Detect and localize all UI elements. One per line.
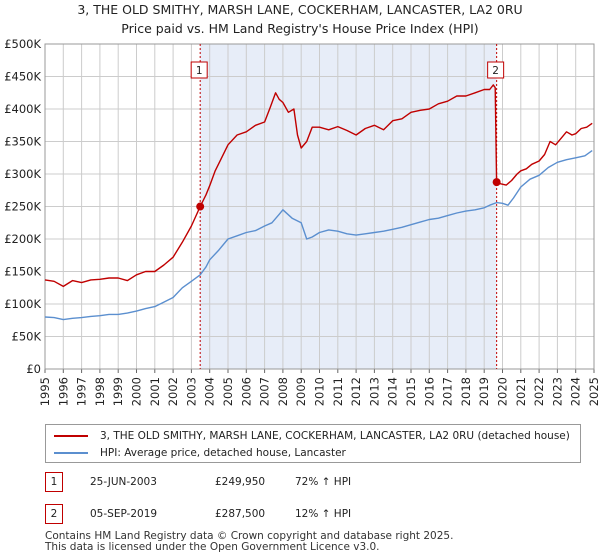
y-tick-label: £150K xyxy=(4,265,41,279)
y-tick-label: £300K xyxy=(4,167,41,181)
x-tick-label: 2005 xyxy=(221,377,235,406)
legend-label-property: 3, THE OLD SMITHY, MARSH LANE, COCKERHAM… xyxy=(100,430,570,442)
x-tick-label: 2015 xyxy=(404,377,418,406)
footer-line-2: This data is licensed under the Open Gov… xyxy=(45,541,380,553)
line-chart: £0 £50K £100K £150K £200K £250K £300K £350K £400… xyxy=(4,37,600,406)
chart-title-block: 3, THE OLD SMITHY, MARSH LANE, COCKERHAM… xyxy=(0,0,600,38)
transaction-date: 25-JUN-2003 xyxy=(90,476,157,488)
transaction-date: 05-SEP-2019 xyxy=(90,508,158,520)
y-tick-label: £100K xyxy=(4,297,41,311)
footer-line-1: Contains HM Land Registry data © Crown c… xyxy=(45,530,454,542)
x-tick-label: 2017 xyxy=(441,377,455,406)
legend-item-hpi: HPI: Average price, detached house, Lanc… xyxy=(54,444,346,462)
property-price-line xyxy=(44,84,593,288)
transaction-price: £287,500 xyxy=(215,508,266,520)
x-tick-label: 2023 xyxy=(550,377,564,406)
x-tick-label: 2021 xyxy=(514,377,528,406)
sale-point xyxy=(492,178,501,187)
hpi-line xyxy=(44,150,593,321)
x-tick-label: 1997 xyxy=(75,377,89,406)
legend-item-property: 3, THE OLD SMITHY, MARSH LANE, COCKERHAM… xyxy=(54,427,570,445)
x-tick-label: 2001 xyxy=(148,377,162,406)
axes: £0 £50K £100K £150K £200K £250K £300K £350K £400… xyxy=(4,37,600,406)
legend-label-hpi: HPI: Average price, detached house, Lanc… xyxy=(100,447,346,459)
chart-subtitle: Price paid vs. HM Land Registry's House … xyxy=(121,21,479,36)
x-tick-label: 2009 xyxy=(294,377,308,406)
grid xyxy=(44,43,595,370)
x-tick-label: 2007 xyxy=(258,377,272,406)
legend: 3, THE OLD SMITHY, MARSH LANE, COCKERHAM… xyxy=(45,424,581,463)
x-tick-label: 2022 xyxy=(532,377,546,406)
chart-title: 3, THE OLD SMITHY, MARSH LANE, COCKERHAM… xyxy=(77,2,523,17)
x-tick-label: 2014 xyxy=(386,377,400,406)
x-tick-label: 2020 xyxy=(496,377,510,406)
y-tick-label: £250K xyxy=(4,200,41,214)
x-tick-label: 2006 xyxy=(239,377,253,406)
series-lines xyxy=(44,84,593,321)
x-tick-label: 2011 xyxy=(331,377,345,406)
x-tick-label: 1999 xyxy=(111,377,125,406)
transaction-price: £249,950 xyxy=(215,476,266,488)
x-tick-label: 2019 xyxy=(477,377,491,406)
x-tick-label: 2012 xyxy=(349,377,363,406)
transaction-row: 2 05-SEP-2019 £287,500 12% ↑ HPI xyxy=(45,504,585,524)
sale-point xyxy=(196,202,205,211)
transaction-row: 1 25-JUN-2003 £249,950 72% ↑ HPI xyxy=(45,472,585,492)
x-tick-label: 2002 xyxy=(166,377,180,406)
y-tick-label: £200K xyxy=(4,232,41,246)
transaction-badge: 1 xyxy=(45,472,63,492)
transaction-hpi: 12% ↑ HPI xyxy=(295,508,352,520)
x-tick-label: 2024 xyxy=(569,377,583,406)
x-tick-label: 1996 xyxy=(56,377,70,406)
x-tick-label: 1995 xyxy=(38,377,52,406)
y-tick-label: £350K xyxy=(4,135,41,149)
annotation-box xyxy=(487,61,505,79)
plot-border xyxy=(44,43,595,370)
y-tick-label: £0 xyxy=(26,362,41,376)
y-tick-label: £50K xyxy=(12,330,42,344)
legend-swatch-property xyxy=(54,435,88,437)
x-tick-label: 2003 xyxy=(184,377,198,406)
transaction-badge: 2 xyxy=(45,504,63,524)
x-tick-label: 2025 xyxy=(587,377,600,406)
x-tick-label: 2013 xyxy=(367,377,381,406)
x-tick-label: 2000 xyxy=(130,377,144,406)
x-tick-label: 2010 xyxy=(313,377,327,406)
annotation-label: 1 xyxy=(196,65,203,77)
y-tick-label: £450K xyxy=(4,70,41,84)
legend-swatch-hpi xyxy=(54,452,88,454)
x-tick-label: 2018 xyxy=(459,377,473,406)
annotation-label: 2 xyxy=(492,65,499,77)
x-tick-label: 1998 xyxy=(93,377,107,406)
y-tick-label: £500K xyxy=(4,37,41,51)
annotation-box xyxy=(190,61,208,79)
x-tick-label: 2016 xyxy=(422,377,436,406)
y-tick-label: £400K xyxy=(4,102,41,116)
transaction-hpi: 72% ↑ HPI xyxy=(295,476,352,488)
footer: Contains HM Land Registry data © Crown c… xyxy=(45,531,453,553)
x-tick-label: 2004 xyxy=(203,377,217,406)
x-tick-label: 2008 xyxy=(276,377,290,406)
